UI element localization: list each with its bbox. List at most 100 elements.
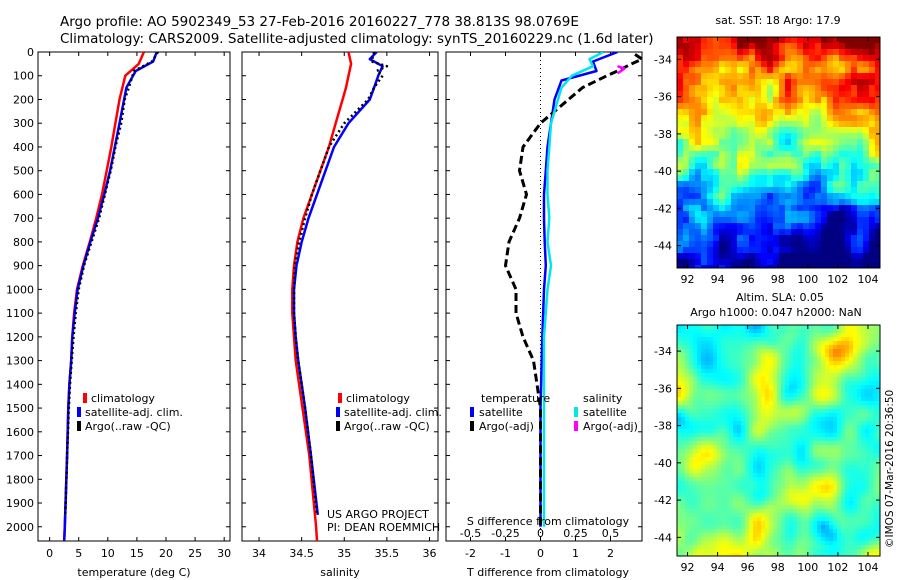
map-cell bbox=[707, 163, 714, 170]
map-cell bbox=[685, 425, 690, 430]
map-cell bbox=[833, 397, 838, 402]
map-cell bbox=[725, 397, 730, 402]
map-cell bbox=[761, 425, 766, 430]
map-cell bbox=[749, 229, 756, 236]
map-cell bbox=[709, 553, 714, 556]
map-cell bbox=[737, 329, 742, 334]
map-cell bbox=[705, 553, 710, 556]
map-cell bbox=[817, 349, 822, 354]
map-cell bbox=[705, 537, 710, 542]
map-cell bbox=[707, 217, 714, 224]
map-cell bbox=[683, 241, 690, 248]
map-cell bbox=[677, 169, 684, 176]
map-cell bbox=[765, 345, 770, 350]
map-cell bbox=[853, 425, 858, 430]
map-cell bbox=[839, 229, 846, 236]
map-cell bbox=[705, 509, 710, 514]
map-cell bbox=[803, 145, 810, 152]
legend-swatch-argo bbox=[336, 421, 340, 431]
map-cell bbox=[865, 517, 870, 522]
map-cell bbox=[875, 163, 880, 170]
map-cell bbox=[767, 121, 774, 128]
map-cell bbox=[797, 127, 804, 134]
map-cell bbox=[809, 369, 814, 374]
map-cell bbox=[677, 533, 682, 538]
map-cell bbox=[761, 235, 768, 242]
map-cell bbox=[789, 453, 794, 458]
map-cell bbox=[717, 345, 722, 350]
map-cell bbox=[753, 505, 758, 510]
map-cell bbox=[745, 373, 750, 378]
map-cell bbox=[695, 133, 702, 140]
map-cell bbox=[781, 445, 786, 450]
map-cell bbox=[733, 333, 738, 338]
map-cell bbox=[681, 513, 686, 518]
map-cell bbox=[785, 337, 790, 342]
map-cell bbox=[793, 521, 798, 526]
map-cell bbox=[707, 193, 714, 200]
map-cell bbox=[793, 389, 798, 394]
map-cell bbox=[713, 549, 718, 554]
map-cell bbox=[853, 517, 858, 522]
map-cell bbox=[745, 341, 750, 346]
map-cell bbox=[781, 449, 786, 454]
map-cell bbox=[817, 389, 822, 394]
map-cell bbox=[841, 349, 846, 354]
map-cell bbox=[749, 465, 754, 470]
map-cell bbox=[705, 465, 710, 470]
map-cell bbox=[875, 67, 880, 74]
map-cell bbox=[785, 393, 790, 398]
map-cell bbox=[845, 485, 850, 490]
map-cell bbox=[839, 103, 846, 110]
map-cell bbox=[809, 437, 814, 442]
map-cell bbox=[817, 465, 822, 470]
map-cell bbox=[817, 501, 822, 506]
map-cell bbox=[769, 513, 774, 518]
map-cell bbox=[737, 369, 742, 374]
map-cell bbox=[813, 333, 818, 338]
map-cell bbox=[701, 353, 706, 358]
map-cell bbox=[749, 469, 754, 474]
map-cell bbox=[731, 175, 738, 182]
map-cell bbox=[761, 445, 766, 450]
x-tick-label: 35.5 bbox=[375, 547, 400, 560]
map-cell bbox=[861, 421, 866, 426]
map-cell bbox=[729, 417, 734, 422]
map-cell bbox=[837, 433, 842, 438]
map-cell bbox=[713, 133, 720, 140]
map-cell bbox=[825, 445, 830, 450]
map-cell bbox=[791, 103, 798, 110]
map-cell bbox=[857, 333, 862, 338]
map-cell bbox=[869, 381, 874, 386]
map-cell bbox=[767, 157, 774, 164]
map-cell bbox=[865, 373, 870, 378]
series-line-satellite bbox=[542, 52, 605, 527]
map-cell bbox=[777, 453, 782, 458]
map-cell bbox=[849, 453, 854, 458]
map-cell bbox=[705, 493, 710, 498]
map-cell bbox=[689, 377, 694, 382]
map-cell bbox=[805, 325, 810, 330]
map-cell bbox=[709, 381, 714, 386]
map-cell bbox=[681, 485, 686, 490]
map-cell bbox=[791, 265, 798, 268]
map-cell bbox=[709, 481, 714, 486]
map-cell bbox=[701, 429, 706, 434]
map-cell bbox=[777, 469, 782, 474]
map-cell bbox=[685, 541, 690, 546]
map-cell bbox=[827, 121, 834, 128]
map-cell bbox=[873, 417, 878, 422]
map-cell bbox=[803, 175, 810, 182]
map-cell bbox=[769, 421, 774, 426]
map-cell bbox=[749, 421, 754, 426]
map-cell bbox=[745, 429, 750, 434]
map-cell bbox=[839, 127, 846, 134]
map-cell bbox=[825, 521, 830, 526]
map-cell bbox=[689, 235, 696, 242]
map-cell bbox=[713, 61, 720, 68]
map-cell bbox=[781, 421, 786, 426]
map-cell bbox=[853, 441, 858, 446]
map-cell bbox=[757, 545, 762, 550]
map-cell bbox=[837, 529, 842, 534]
map-cell bbox=[785, 441, 790, 446]
